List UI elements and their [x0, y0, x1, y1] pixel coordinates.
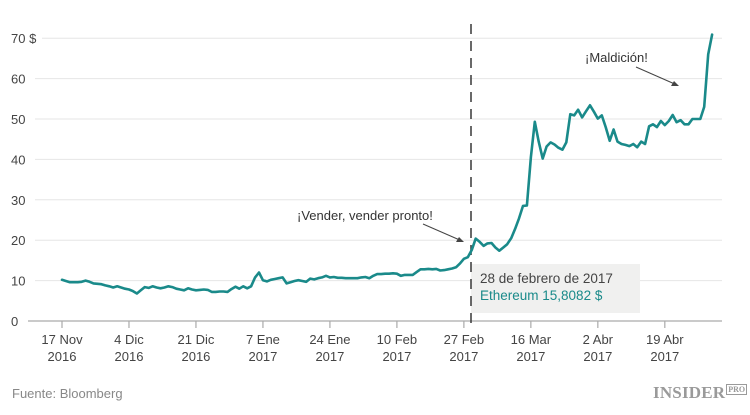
annotation-damn-arrowhead-icon	[671, 81, 679, 86]
y-tick-label: 60	[11, 72, 25, 87]
x-tick-label: 24 Ene	[309, 332, 350, 347]
annotation-sell-text: ¡Vender, vender pronto!	[297, 208, 433, 223]
x-tick-year: 2017	[516, 349, 545, 364]
x-tick-year: 2016	[115, 349, 144, 364]
x-tick-year: 2017	[449, 349, 478, 364]
x-tick-label: 27 Feb	[444, 332, 484, 347]
x-tick-year: 2017	[382, 349, 411, 364]
insider-pro-logo: INSIDER PRO	[653, 383, 748, 403]
y-axis-ticks: 0 10 20 30 40 50 60 70 $	[11, 31, 37, 329]
x-tick-label: 21 Dic	[178, 332, 215, 347]
ethereum-price-line	[60, 33, 714, 295]
y-tick-label: 70 $	[11, 31, 37, 46]
logo-badge: PRO	[726, 384, 748, 395]
x-tick-year: 2017	[315, 349, 344, 364]
x-tick-label: 16 Mar	[511, 332, 552, 347]
y-tick-label: 0	[11, 314, 18, 329]
source-note: Fuente: Bloomberg	[12, 386, 123, 401]
annotation-damn: ¡Maldición!	[585, 50, 679, 86]
y-tick-label: 10	[11, 274, 25, 289]
x-tick-label: 19 Abr	[646, 332, 684, 347]
y-tick-label: 40	[11, 152, 25, 167]
tooltip-value: Ethereum 15,8082 $	[480, 288, 603, 303]
y-tick-label: 50	[11, 112, 25, 127]
x-tick-year: 2017	[583, 349, 612, 364]
x-tick-label: 17 Nov	[41, 332, 83, 347]
x-tick-year: 2017	[248, 349, 277, 364]
gridlines	[35, 37, 722, 282]
x-tick-year: 2016	[48, 349, 77, 364]
tooltip-box	[471, 264, 640, 313]
annotation-sell: ¡Vender, vender pronto!	[297, 208, 464, 242]
tooltip-date: 28 de febrero de 2017	[480, 271, 613, 286]
annotation-damn-text: ¡Maldición!	[585, 50, 648, 65]
annotation-sell-arrow-icon	[422, 223, 463, 242]
x-tick-label: 7 Ene	[246, 332, 280, 347]
x-tick-year: 2016	[181, 349, 210, 364]
y-tick-label: 30	[11, 193, 25, 208]
x-tick-year: 2017	[650, 349, 679, 364]
y-tick-label: 20	[11, 233, 25, 248]
x-tick-label: 10 Feb	[377, 332, 417, 347]
annotation-damn-arrow-icon	[635, 66, 678, 86]
x-tick-label: 2 Abr	[583, 332, 614, 347]
x-tick-label: 4 Dic	[114, 332, 144, 347]
logo-text: INSIDER	[653, 383, 726, 402]
annotation-sell-arrowhead-icon	[456, 237, 464, 242]
x-axis: 17 Nov 2016 4 Dic 2016 21 Dic 2016 7 Ene 2017 24…	[28, 320, 722, 364]
